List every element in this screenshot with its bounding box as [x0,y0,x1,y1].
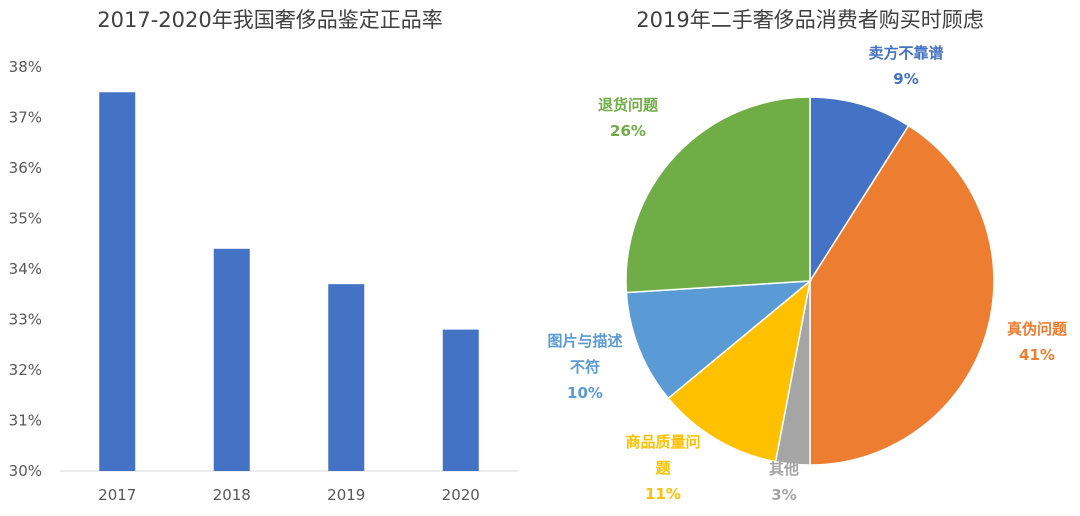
pie-slice [667,279,812,463]
bar [442,329,479,471]
x-tick-label: 2019 [327,486,365,504]
pie-label: 卖方不靠谱 9% [868,44,943,88]
pie-slice [809,96,910,284]
y-tick-label: 35% [9,210,42,228]
pie-label: 真伪问题 41% [1007,320,1068,364]
bar [328,284,365,471]
pie-label: 商品质量问题 11% [625,433,700,503]
x-tick-label: 2020 [442,486,480,504]
y-tick-label: 38% [9,58,42,76]
y-tick-label: 34% [9,260,42,278]
pie-label: 其他 3% [769,460,799,504]
bar [99,92,136,471]
pie-slice [625,96,811,294]
pie-label: 图片与描述不符 10% [547,332,622,402]
y-tick-label: 33% [9,311,42,329]
x-tick-label: 2017 [98,486,136,504]
y-tick-label: 37% [9,109,42,127]
y-tick-label: 32% [9,361,42,379]
pie-chart-title: 2019年二手奢侈品消费者购买时顾虑 [636,8,984,32]
y-tick-label: 30% [9,462,42,480]
x-tick-label: 2018 [213,486,251,504]
bar [213,248,250,471]
bar-chart-title: 2017-2020年我国奢侈品鉴定正品率 [97,8,443,32]
y-tick-label: 36% [9,159,42,177]
pie-slice [809,124,995,466]
y-tick-label: 31% [9,412,42,430]
pie-slice [625,280,813,400]
pie-label: 退货问题 26% [598,96,659,140]
